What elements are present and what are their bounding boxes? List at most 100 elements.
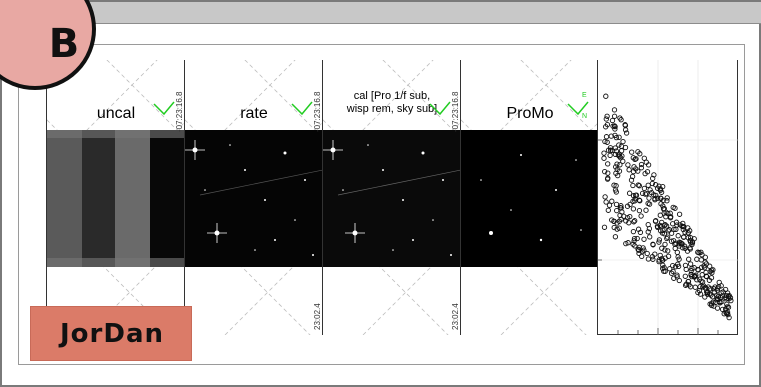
scatter-point (656, 239, 662, 245)
scatter-point (610, 123, 616, 129)
panel-rate: rate -07:23:16.8 23:02.4 (184, 60, 322, 335)
scatter-point (628, 177, 635, 183)
scatter-point (611, 113, 618, 119)
scatter-point (660, 227, 666, 234)
scatter-point (645, 256, 652, 262)
scatter-point (680, 245, 686, 251)
scatter-point (613, 170, 619, 176)
scatter-point (653, 218, 659, 224)
scatter-point (714, 293, 720, 299)
scatter-point (673, 219, 680, 225)
scatter-point (631, 235, 638, 242)
name-tag: JorDan (30, 306, 192, 361)
scatter-point (703, 289, 710, 295)
scatter-point (652, 251, 658, 257)
scatter-point (662, 268, 668, 274)
compass-icon (290, 88, 314, 118)
scatter-point (626, 167, 632, 173)
scatter-point (675, 254, 681, 260)
scatter-point (627, 201, 633, 208)
scatter-point (702, 254, 708, 260)
scatter-point (673, 226, 679, 233)
scatter-point (641, 185, 648, 192)
scatter-point (724, 290, 731, 296)
scatter-point (604, 113, 610, 119)
scatter-point (613, 201, 620, 208)
scatter-point (603, 93, 609, 99)
scatter-point (691, 265, 697, 271)
scatter-point (605, 207, 611, 213)
scatter-point (667, 210, 673, 216)
panel-promo: ProMo E N (460, 60, 598, 335)
scatter-point (609, 217, 615, 223)
scatter-point (637, 151, 643, 157)
scatter-point (709, 302, 715, 309)
scatter-point (654, 223, 661, 229)
scatter-point (678, 240, 684, 246)
compass-e-label: E (582, 92, 587, 99)
scatter-point (723, 310, 729, 316)
scatter-point (657, 212, 663, 218)
scatter-point (617, 115, 623, 121)
scatter-point (645, 162, 652, 168)
scatter-point (702, 294, 708, 300)
scatter-point (604, 176, 611, 182)
scatter-point (699, 279, 706, 285)
scatter-point (656, 258, 662, 265)
scatter-point (643, 207, 649, 213)
scatter-point (718, 283, 724, 289)
scatter-point (670, 204, 676, 211)
scatter-point (695, 289, 701, 296)
scatter-point (724, 301, 730, 307)
scatter-point (681, 234, 687, 240)
scatter-point (660, 203, 666, 209)
scatter-point (604, 139, 610, 145)
scatter-point (636, 250, 642, 257)
scatter-point (686, 256, 692, 262)
scatter-point (616, 142, 622, 148)
scatter-point (618, 148, 625, 154)
scatter-point (650, 175, 656, 182)
scatter-point (662, 247, 668, 253)
scatter-point (687, 284, 694, 290)
scatter-point (707, 263, 713, 269)
scatter-point (699, 264, 705, 270)
scatter-point (645, 182, 651, 188)
scatter-point (680, 226, 686, 233)
scatter-point (612, 145, 618, 151)
scatter-point (660, 183, 666, 190)
scatter-point (622, 122, 629, 129)
scatter-point (645, 229, 651, 235)
scatter-point (618, 216, 624, 222)
scatter-point (639, 190, 646, 197)
scatter-point (671, 238, 677, 244)
scatter-point (630, 228, 637, 235)
scatter-point (601, 150, 607, 156)
coord-label-bottom: 23:02.4 (451, 303, 460, 330)
scatter-point (614, 226, 620, 232)
scatter-point (694, 256, 700, 262)
scatter-point (641, 247, 647, 253)
scatter-point (674, 272, 680, 278)
scatter-point (647, 187, 653, 193)
compass-icon (428, 88, 452, 118)
scatter-point (641, 236, 647, 242)
scatter-point (722, 306, 729, 312)
scatter-point (679, 223, 685, 229)
scatter-point (617, 162, 623, 168)
scatter-point (695, 267, 701, 273)
scatter-point (699, 252, 705, 258)
scatter-point (670, 262, 676, 269)
scatter-point (625, 240, 631, 246)
scatter-point (698, 249, 704, 255)
scatter-point (608, 133, 614, 139)
panel-cal: cal [Pro 1/f sub, wisp rem, sky sub] -07… (322, 60, 460, 335)
scatter-svg (598, 60, 739, 335)
scatter-point (662, 255, 668, 261)
scatter-point (612, 151, 619, 158)
scatter-point (605, 170, 611, 176)
scatter-point (636, 183, 642, 189)
scatter-point (632, 243, 638, 249)
scatter-point (667, 266, 673, 272)
scatter-point (612, 123, 618, 130)
